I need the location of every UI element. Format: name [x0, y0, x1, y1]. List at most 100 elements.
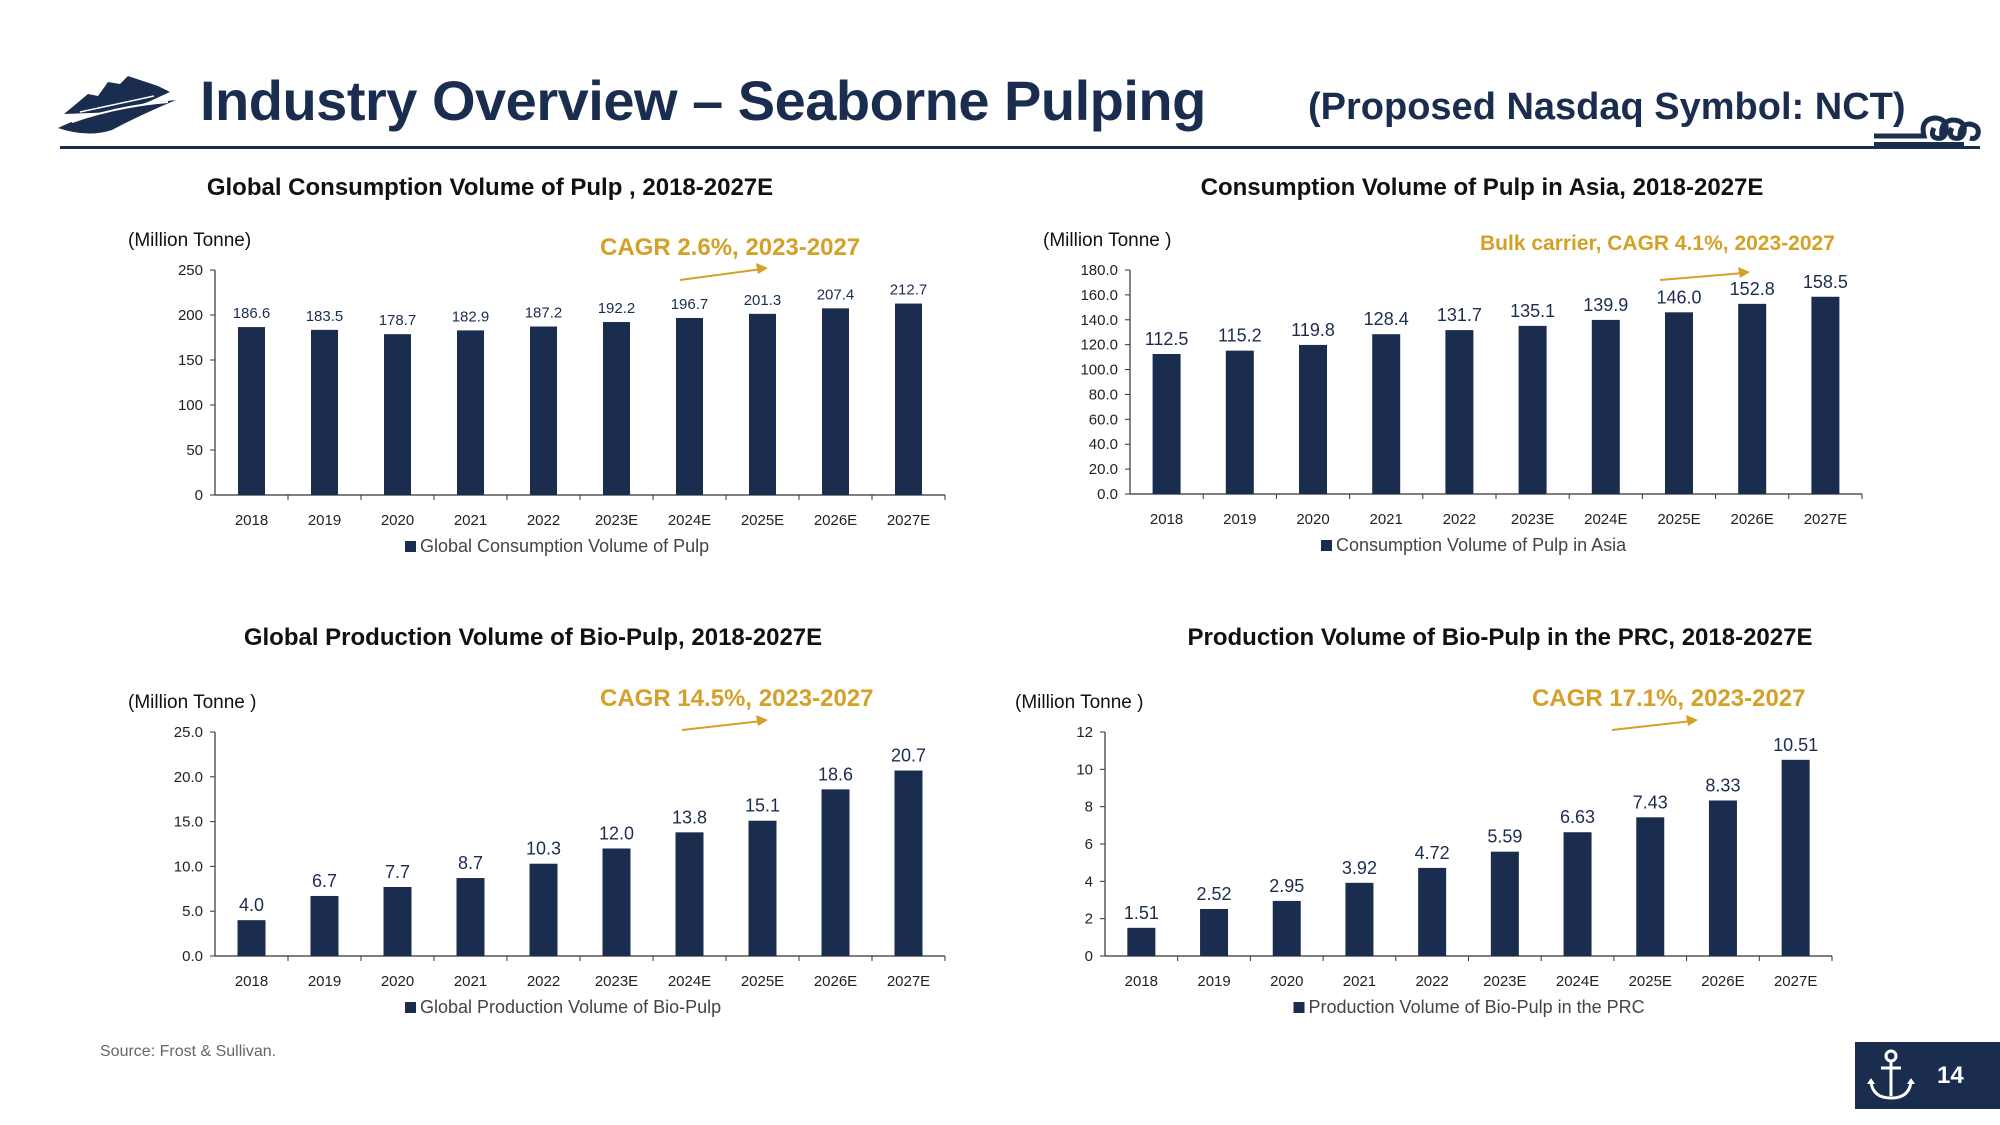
cagr-arrow-head	[756, 715, 768, 726]
value-label: 119.8	[1291, 320, 1335, 340]
x-tick-label: 2024E	[1584, 511, 1627, 528]
x-tick-label: 2022	[527, 512, 560, 529]
x-tick-label: 2026E	[1731, 511, 1774, 528]
value-label: 1.51	[1124, 903, 1159, 923]
bar	[603, 322, 630, 495]
y-tick-label: 10	[1076, 761, 1093, 778]
bar	[384, 334, 411, 495]
chart-svg: Consumption Volume of Pulp in Asia, 2018…	[1043, 174, 1863, 555]
y-tick-label: 200	[178, 307, 203, 324]
bar	[1708, 800, 1737, 956]
x-tick-label: 2025E	[741, 512, 784, 529]
bar	[1490, 851, 1519, 956]
x-tick-label: 2020	[1296, 511, 1329, 528]
legend-swatch	[405, 541, 416, 552]
bar	[1811, 296, 1840, 494]
x-tick-label: 2023E	[1483, 973, 1526, 990]
bar	[1781, 759, 1810, 956]
bar	[1518, 325, 1547, 494]
legend-label: Consumption Volume of Pulp in Asia	[1336, 535, 1627, 555]
cagr-arrow-head	[1686, 715, 1698, 726]
cagr-label: CAGR 2.6%, 2023-2027	[600, 234, 860, 261]
x-tick-label: 2023E	[1511, 511, 1554, 528]
x-tick-label: 2024E	[668, 512, 711, 529]
value-label: 8.33	[1705, 776, 1740, 796]
legend-swatch	[1321, 540, 1332, 551]
y-tick-label: 0	[1085, 948, 1093, 965]
y-tick-label: 4	[1085, 873, 1093, 890]
value-label: 6.7	[312, 871, 337, 891]
x-tick-label: 2023E	[595, 973, 638, 990]
cagr-arrow	[1611, 720, 1693, 731]
bar	[310, 895, 339, 956]
x-tick-label: 2018	[235, 973, 268, 990]
legend-label: Global Consumption Volume of Pulp	[420, 536, 709, 556]
legend-label: Production Volume of Bio-Pulp in the PRC	[1309, 997, 1645, 1017]
chart-title: Global Consumption Volume of Pulp , 2018…	[207, 174, 773, 201]
value-label: 192.2	[598, 300, 636, 317]
x-tick-label: 2025E	[741, 973, 784, 990]
bar	[1127, 927, 1156, 956]
value-label: 12.0	[599, 823, 634, 843]
y-tick-label: 120.0	[1080, 337, 1118, 354]
chart-title: Production Volume of Bio-Pulp in the PRC…	[1188, 624, 1813, 651]
x-tick-label: 2021	[1370, 511, 1403, 528]
cagr-arrow	[679, 268, 763, 281]
value-label: 139.9	[1583, 295, 1628, 315]
bar	[456, 878, 485, 956]
bar	[1272, 900, 1301, 956]
y-tick-label: 250	[178, 262, 203, 279]
y-tick-label: 5.0	[182, 903, 203, 920]
y-tick-label: 80.0	[1089, 386, 1118, 403]
value-label: 2.95	[1269, 876, 1304, 896]
wave-icon	[1874, 115, 1981, 146]
x-tick-label: 2024E	[668, 973, 711, 990]
y-tick-label: 40.0	[1089, 436, 1118, 453]
y-tick-label: 180.0	[1080, 262, 1118, 279]
y-tick-label: 15.0	[174, 814, 203, 831]
bar	[1345, 882, 1374, 956]
y-tick-label: 12	[1076, 724, 1093, 741]
value-label: 5.59	[1487, 827, 1522, 847]
source-note: Source: Frost & Sullivan.	[100, 1043, 277, 1060]
x-tick-label: 2027E	[1774, 973, 1817, 990]
bar	[1445, 330, 1474, 494]
y-tick-label: 20.0	[1089, 461, 1118, 478]
bar	[1372, 334, 1401, 494]
value-label: 13.8	[672, 807, 707, 827]
value-label: 131.7	[1437, 305, 1482, 325]
bar	[311, 329, 338, 495]
unit-label: (Million Tonne )	[1015, 692, 1143, 713]
legend-label: Global Production Volume of Bio-Pulp	[420, 997, 721, 1017]
value-label: 201.3	[744, 292, 782, 309]
unit-label: (Million Tonne )	[1043, 230, 1171, 251]
y-tick-label: 8	[1085, 799, 1093, 816]
value-label: 7.7	[385, 862, 410, 882]
x-tick-label: 2024E	[1556, 973, 1599, 990]
x-tick-label: 2025E	[1629, 973, 1672, 990]
x-tick-label: 2019	[1197, 973, 1230, 990]
bar	[530, 326, 557, 495]
cagr-label: CAGR 14.5%, 2023-2027	[600, 685, 874, 712]
value-label: 20.7	[891, 746, 926, 766]
x-tick-label: 2018	[1125, 973, 1158, 990]
bar	[1591, 319, 1620, 494]
bar	[1152, 354, 1181, 494]
chart-title: Global Production Volume of Bio-Pulp, 20…	[244, 624, 822, 651]
y-tick-label: 160.0	[1080, 287, 1118, 304]
y-tick-label: 20.0	[174, 769, 203, 786]
y-tick-label: 140.0	[1080, 312, 1118, 329]
unit-label: (Million Tonne)	[128, 230, 251, 251]
x-tick-label: 2020	[381, 512, 414, 529]
y-tick-label: 0.0	[182, 948, 203, 965]
x-tick-label: 2021	[454, 512, 487, 529]
value-label: 135.1	[1510, 301, 1555, 321]
y-tick-label: 60.0	[1089, 411, 1118, 428]
x-tick-label: 2026E	[1701, 973, 1744, 990]
value-label: 178.7	[379, 312, 417, 329]
bar	[676, 317, 703, 495]
x-tick-label: 2026E	[814, 512, 857, 529]
value-label: 112.5	[1145, 329, 1189, 349]
x-tick-label: 2026E	[814, 973, 857, 990]
value-label: 8.7	[458, 853, 483, 873]
